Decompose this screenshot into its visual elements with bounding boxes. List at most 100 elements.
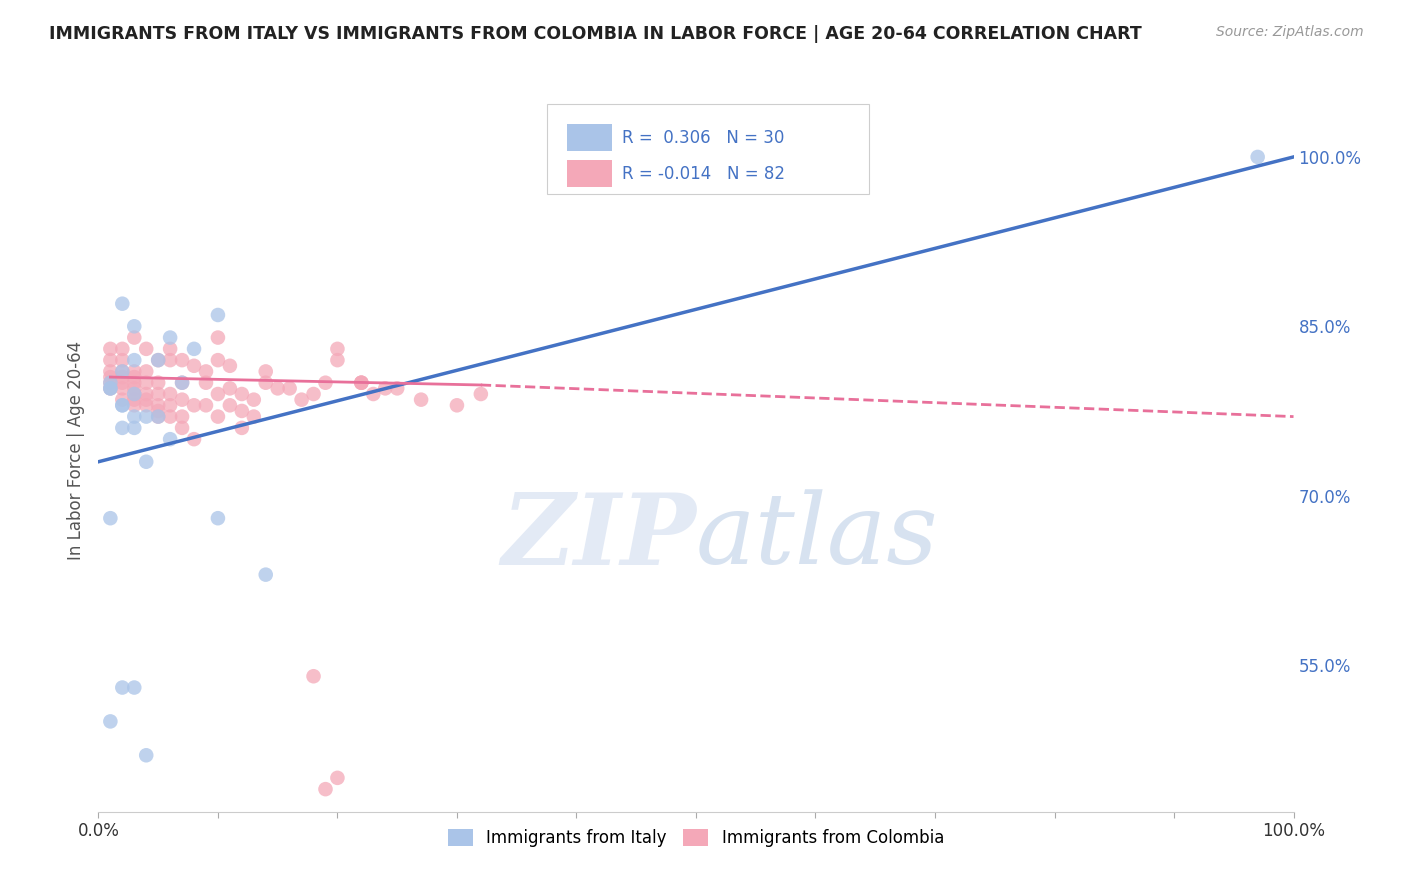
Point	[350, 376, 373, 390]
Point	[98, 376, 122, 390]
Point	[278, 381, 301, 395]
Point	[470, 387, 492, 401]
Point	[111, 681, 134, 695]
Point	[267, 381, 290, 395]
Point	[385, 381, 409, 395]
Point	[195, 376, 218, 390]
Point	[148, 398, 170, 412]
Point	[183, 359, 205, 373]
Point	[326, 771, 349, 785]
Point	[231, 404, 253, 418]
Point	[135, 392, 157, 407]
Point	[207, 353, 229, 368]
Point	[148, 376, 170, 390]
Point	[98, 353, 122, 368]
Point	[111, 376, 134, 390]
Point	[231, 421, 253, 435]
Point	[135, 398, 157, 412]
Point	[98, 381, 122, 395]
Point	[159, 353, 181, 368]
Text: IMMIGRANTS FROM ITALY VS IMMIGRANTS FROM COLOMBIA IN LABOR FORCE | AGE 20-64 COR: IMMIGRANTS FROM ITALY VS IMMIGRANTS FROM…	[49, 25, 1142, 43]
Point	[148, 409, 170, 424]
Point	[124, 409, 146, 424]
Point	[98, 364, 122, 378]
Point	[124, 681, 146, 695]
Point	[148, 404, 170, 418]
Point	[195, 398, 218, 412]
Point	[159, 432, 181, 446]
Point	[135, 409, 157, 424]
Point	[172, 353, 194, 368]
Point	[98, 511, 122, 525]
Text: R =  0.306   N = 30: R = 0.306 N = 30	[621, 128, 785, 146]
Point	[135, 455, 157, 469]
Text: atlas: atlas	[696, 490, 939, 585]
Point	[350, 376, 373, 390]
Point	[374, 381, 396, 395]
Point	[159, 342, 181, 356]
Point	[98, 342, 122, 356]
Point	[159, 330, 181, 344]
Point	[98, 714, 122, 729]
Point	[183, 432, 205, 446]
Point	[326, 353, 349, 368]
Point	[135, 364, 157, 378]
Point	[207, 387, 229, 401]
Point	[148, 409, 170, 424]
Bar	[567, 160, 613, 187]
Legend: Immigrants from Italy, Immigrants from Colombia: Immigrants from Italy, Immigrants from C…	[441, 822, 950, 854]
Point	[111, 381, 134, 395]
Point	[98, 370, 122, 384]
Point	[350, 376, 373, 390]
Point	[111, 370, 134, 384]
Point	[148, 387, 170, 401]
Point	[159, 398, 181, 412]
Point	[124, 319, 146, 334]
Point	[111, 364, 134, 378]
Y-axis label: In Labor Force | Age 20-64: In Labor Force | Age 20-64	[66, 341, 84, 560]
Point	[135, 387, 157, 401]
Point	[172, 376, 194, 390]
Point	[315, 376, 337, 390]
Point	[124, 353, 146, 368]
Point	[219, 359, 242, 373]
Point	[111, 296, 134, 310]
Bar	[567, 124, 613, 152]
Point	[207, 409, 229, 424]
Point	[111, 364, 134, 378]
Point	[291, 392, 314, 407]
Point	[172, 392, 194, 407]
Point	[243, 392, 266, 407]
Point	[302, 669, 325, 683]
Point	[124, 392, 146, 407]
Point	[124, 398, 146, 412]
Point	[111, 398, 134, 412]
Point	[135, 342, 157, 356]
Point	[111, 353, 134, 368]
Point	[172, 376, 194, 390]
Point	[135, 748, 157, 763]
Point	[124, 421, 146, 435]
Point	[326, 342, 349, 356]
Point	[111, 392, 134, 407]
Text: ZIP: ZIP	[501, 489, 696, 585]
Point	[1247, 150, 1270, 164]
Point	[219, 381, 242, 395]
Point	[315, 782, 337, 797]
Point	[446, 398, 468, 412]
Text: Source: ZipAtlas.com: Source: ZipAtlas.com	[1216, 25, 1364, 39]
Point	[219, 398, 242, 412]
Point	[207, 308, 229, 322]
Point	[148, 353, 170, 368]
Point	[172, 409, 194, 424]
Point	[111, 342, 134, 356]
Point	[243, 409, 266, 424]
Point	[124, 387, 146, 401]
Point	[207, 511, 229, 525]
Point	[183, 342, 205, 356]
Text: R = -0.014   N = 82: R = -0.014 N = 82	[621, 165, 785, 183]
Point	[254, 376, 277, 390]
Point	[124, 364, 146, 378]
Point	[111, 421, 134, 435]
Point	[231, 387, 253, 401]
